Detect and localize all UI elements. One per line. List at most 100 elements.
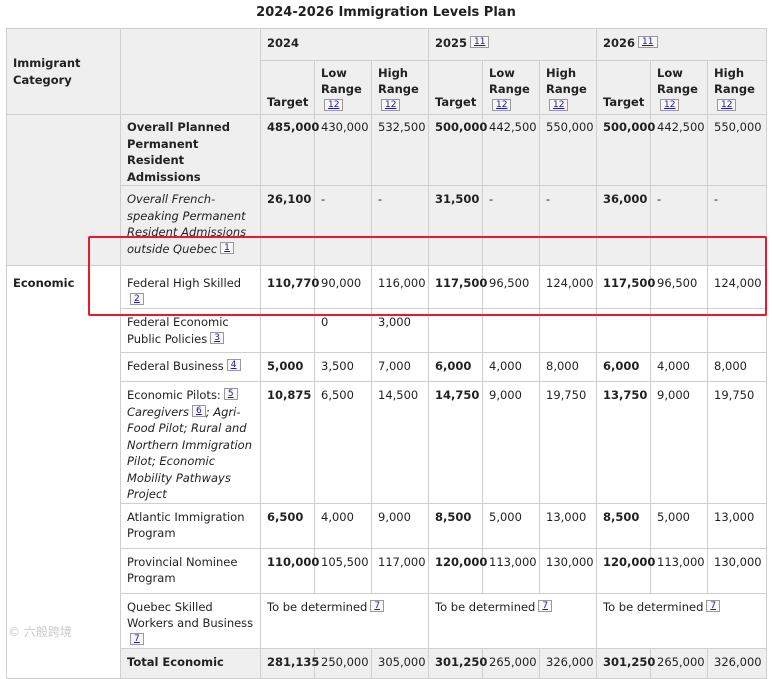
value-cell: 96,500 — [650, 265, 709, 309]
tbd-cell: To be determined 7 — [428, 592, 598, 649]
value-cell: 14,750 — [428, 381, 484, 504]
value-cell: 6,500 — [260, 502, 315, 549]
value-cell: 265,000 — [650, 648, 709, 679]
value-cell: 90,000 — [314, 265, 372, 309]
row-label: Total Economic — [120, 648, 261, 679]
value-cell: - — [370, 185, 430, 266]
row-label: Provincial Nominee Program — [120, 547, 261, 594]
header-row-years: Immigrant Category 2024 2025 11 2026 11 — [6, 28, 768, 115]
value-cell: - — [650, 185, 709, 266]
value-cell: 13,000 — [707, 502, 768, 549]
value-cell: 14,500 — [370, 381, 430, 504]
year-header-2025: 2025 11 — [428, 28, 598, 61]
footnote-link[interactable]: 12 — [324, 98, 344, 111]
value-cell: 8,000 — [707, 352, 768, 382]
high-range-header: High Range 12 — [370, 59, 430, 115]
value-cell: 8,500 — [428, 502, 484, 549]
value-cell: 10,875 — [260, 381, 315, 504]
blank-header — [120, 28, 261, 115]
footnote-link[interactable]: 5 — [223, 388, 238, 400]
row-label: Overall Planned Permanent Resident Admis… — [120, 114, 261, 186]
footnote-link[interactable]: 7 — [706, 599, 721, 612]
value-cell: 305,000 — [370, 648, 430, 679]
value-cell: - — [539, 185, 598, 266]
footnote-link[interactable]: 11 — [470, 36, 490, 48]
value-cell: 36,000 — [596, 185, 652, 266]
immigration-levels-table: Immigrant Category 2024 2025 11 2026 11 Ta… — [6, 28, 768, 679]
value-cell: 8,500 — [596, 502, 652, 549]
value-cell: 550,000 — [707, 114, 768, 186]
footnote-link[interactable]: 2 — [130, 292, 144, 305]
value-cell: 5,000 — [482, 502, 541, 549]
value-cell: 13,750 — [596, 381, 652, 504]
value-cell: 326,000 — [539, 648, 598, 679]
footnote-link[interactable]: 11 — [638, 36, 658, 48]
footnote-link[interactable]: 6 — [191, 404, 206, 417]
value-cell: 117,000 — [370, 547, 430, 594]
table-row-total: Total Economic 281,135 250,000 305,000 3… — [7, 648, 768, 679]
row-label: Federal High Skilled 2 — [120, 265, 261, 309]
value-cell: 130,000 — [539, 547, 598, 594]
value-cell: 113,000 — [650, 547, 709, 594]
table-row: Overall Planned Permanent Resident Admis… — [6, 114, 768, 266]
footnote-link[interactable]: 12 — [549, 98, 569, 111]
table-row: Economic Federal High Skilled 2 110,770 9… — [6, 265, 768, 679]
category-cell-economic: Economic — [6, 265, 121, 679]
value-cell: 5,000 — [650, 502, 709, 549]
value-cell: 250,000 — [314, 648, 372, 679]
category-header: Immigrant Category — [6, 28, 121, 115]
footnote-link[interactable]: 7 — [130, 632, 144, 645]
watermark: © 六般跨境 — [8, 625, 72, 639]
year-header-2024: 2024 — [259, 28, 430, 61]
footnote-link[interactable]: 7 — [370, 599, 385, 612]
value-cell: 110,000 — [260, 547, 319, 594]
value-cell: 430,000 — [314, 114, 372, 186]
value-cell: 116,000 — [370, 265, 430, 309]
value-cell: 532,500 — [370, 114, 430, 186]
row-label: Atlantic Immigration Program — [120, 502, 261, 549]
footnote-link[interactable]: 7 — [538, 599, 553, 612]
value-cell: 4,000 — [650, 352, 709, 382]
row-label: Economic Pilots: 5 Caregivers 6; Agri-Food… — [120, 381, 261, 504]
value-cell: 13,000 — [539, 502, 598, 549]
value-cell: 6,500 — [314, 381, 372, 504]
value-cell: 124,000 — [707, 265, 768, 309]
value-cell: 550,000 — [539, 114, 598, 186]
tbd-cell: To be determined 7 — [596, 592, 768, 649]
footnote-link[interactable]: 4 — [226, 359, 241, 371]
header-row-ranges: Target Low Range 12 High Range 12 Target L… — [7, 59, 768, 115]
footnote-link[interactable]: 12 — [492, 98, 512, 111]
low-range-header: Low Range 12 — [314, 59, 372, 115]
value-cell: 19,750 — [539, 381, 598, 504]
value-cell: 265,000 — [482, 648, 541, 679]
value-cell: 120,000 — [428, 547, 487, 594]
value-cell: 9,000 — [482, 381, 541, 504]
value-cell: 4,000 — [314, 502, 372, 549]
value-cell: 442,500 — [650, 114, 709, 186]
table-row: Provincial Nominee Program 110,000 105,5… — [7, 547, 768, 594]
footnote-link[interactable]: 1 — [220, 241, 234, 254]
value-cell: 281,135 — [260, 648, 319, 679]
value-cell: 8,000 — [539, 352, 598, 382]
value-cell: 6,000 — [428, 352, 484, 382]
target-header: Target — [428, 59, 484, 115]
highlight-box — [88, 236, 767, 316]
value-cell: 130,000 — [707, 547, 768, 594]
value-cell: 301,250 — [428, 648, 487, 679]
table-row: Federal Business 4 5,000 3,500 7,000 6,00… — [7, 352, 768, 382]
footnote-link[interactable]: 12 — [717, 98, 737, 111]
value-cell: 26,100 — [260, 185, 315, 266]
footnote-link[interactable]: 3 — [210, 331, 224, 344]
row-label: Overall French-speaking Permanent Reside… — [120, 185, 261, 266]
value-cell: 19,750 — [707, 381, 768, 504]
value-cell: 3,500 — [314, 352, 372, 382]
footnote-link[interactable]: 12 — [660, 98, 680, 111]
footnote-link[interactable]: 12 — [381, 98, 401, 111]
table-row: Economic Pilots: 5 Caregivers 6; Agri-Food… — [7, 381, 768, 504]
value-cell: 5,000 — [260, 352, 315, 382]
value-cell: 105,500 — [314, 547, 372, 594]
value-cell: 6,000 — [596, 352, 652, 382]
value-cell: 31,500 — [428, 185, 484, 266]
value-cell: 500,000 — [428, 114, 487, 186]
year-header-2026: 2026 11 — [596, 28, 768, 61]
